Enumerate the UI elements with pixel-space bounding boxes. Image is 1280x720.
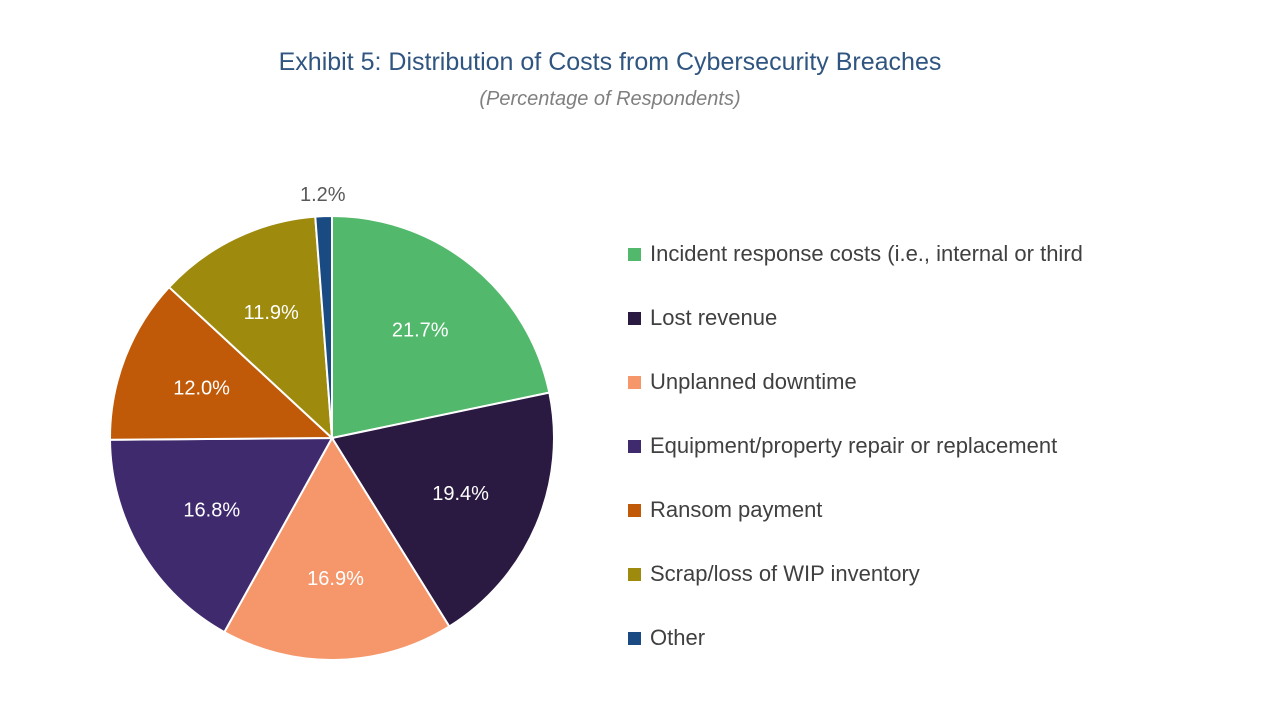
data-label-ransom-payment: 12.0% xyxy=(173,377,230,399)
legend-label: Incident response costs (i.e., internal … xyxy=(650,241,1083,266)
legend-swatch xyxy=(628,631,641,645)
legend-item-incident-response-costs-i-e-internal-or-third: Incident response costs (i.e., internal … xyxy=(628,222,1138,286)
data-label-equipment-property-repair-or-replacement: 16.8% xyxy=(183,499,240,521)
legend-swatch xyxy=(628,247,641,261)
data-label-scrap-loss-of-wip-inventory: 11.9% xyxy=(244,302,299,324)
legend-label: Other xyxy=(650,625,706,650)
legend-swatch xyxy=(628,375,641,389)
pie-slice-scrap-loss-of-wip-inventory xyxy=(167,215,334,441)
legend-swatch xyxy=(628,439,641,453)
chart-subtitle: (Percentage of Respondents) xyxy=(479,88,741,110)
legend-item-ransom-payment: Ransom payment xyxy=(628,478,1138,542)
legend-item-other: Other xyxy=(628,606,1138,670)
legend-item-scrap-loss-of-wip-inventory: Scrap/loss of WIP inventory xyxy=(628,542,1138,606)
legend-label: Ransom payment xyxy=(650,497,823,522)
data-label-incident-response-costs-i-e-internal-or-third: 21.7% xyxy=(392,319,449,341)
pie-slice-ransom-payment xyxy=(109,285,335,441)
data-label-other: 1.2% xyxy=(300,184,346,206)
legend-item-equipment-property-repair-or-replacement: Equipment/property repair or replacement xyxy=(628,414,1138,478)
legend-item-unplanned-downtime: Unplanned downtime xyxy=(628,350,1138,414)
legend-swatch xyxy=(628,503,641,517)
chart-legend: Incident response costs (i.e., internal … xyxy=(628,222,1138,670)
pie-slice-unplanned-downtime xyxy=(222,436,451,661)
data-label-unplanned-downtime: 16.9% xyxy=(307,568,364,590)
legend-label: Lost revenue xyxy=(650,305,778,330)
data-label-lost-revenue: 19.4% xyxy=(432,483,489,505)
pie-slice-other xyxy=(314,214,333,439)
legend-label: Scrap/loss of WIP inventory xyxy=(650,561,920,586)
chart-title: Exhibit 5: Distribution of Costs from Cy… xyxy=(278,48,942,76)
legend-swatch xyxy=(628,311,641,325)
legend-label: Unplanned downtime xyxy=(650,369,857,394)
pie-slice-lost-revenue xyxy=(330,391,555,628)
legend-label: Equipment/property repair or replacement xyxy=(650,433,1058,458)
legend-swatch xyxy=(628,567,641,581)
pie-slice-incident-response-costs-i-e-internal-or-third xyxy=(331,214,551,440)
legend-item-lost-revenue: Lost revenue xyxy=(628,286,1138,350)
pie-slice-equipment-property-repair-or-replacement xyxy=(108,436,334,634)
